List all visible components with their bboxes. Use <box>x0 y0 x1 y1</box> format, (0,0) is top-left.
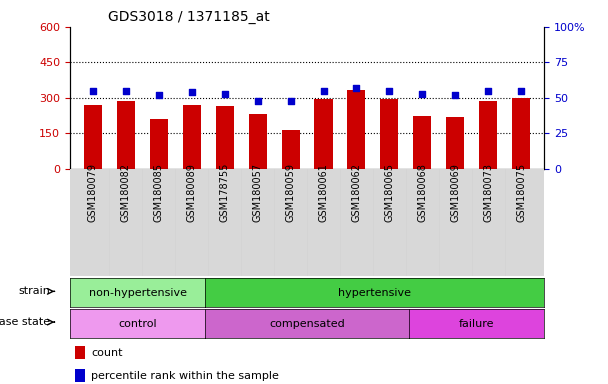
Bar <box>381 99 398 169</box>
Bar <box>512 98 530 169</box>
Point <box>88 88 98 94</box>
Bar <box>249 114 267 169</box>
Bar <box>446 117 465 169</box>
Point <box>220 91 230 97</box>
Point <box>253 98 263 104</box>
Point <box>418 91 427 97</box>
Point <box>121 88 131 94</box>
Point <box>483 88 493 94</box>
Point <box>286 98 295 104</box>
Bar <box>314 99 333 169</box>
Text: disease state: disease state <box>0 317 50 327</box>
Point <box>187 89 196 95</box>
Text: strain: strain <box>18 286 50 296</box>
Text: non-hypertensive: non-hypertensive <box>89 288 187 298</box>
Bar <box>216 106 233 169</box>
Bar <box>183 105 201 169</box>
Point <box>154 92 164 98</box>
Bar <box>84 105 102 169</box>
Point <box>516 88 526 94</box>
Bar <box>117 101 135 169</box>
Bar <box>347 89 365 169</box>
Bar <box>75 369 85 382</box>
Text: count: count <box>91 348 123 358</box>
Bar <box>75 346 85 359</box>
Bar <box>282 130 300 169</box>
Text: GDS3018 / 1371185_at: GDS3018 / 1371185_at <box>108 10 269 25</box>
Bar <box>413 116 431 169</box>
Point <box>319 88 328 94</box>
Point <box>351 85 361 91</box>
Text: failure: failure <box>458 318 494 329</box>
Point <box>384 88 394 94</box>
Point <box>451 92 460 98</box>
Text: compensated: compensated <box>269 318 345 329</box>
Text: percentile rank within the sample: percentile rank within the sample <box>91 371 279 381</box>
Text: hypertensive: hypertensive <box>338 288 411 298</box>
Bar <box>150 119 168 169</box>
Text: control: control <box>119 318 157 329</box>
Bar <box>479 101 497 169</box>
